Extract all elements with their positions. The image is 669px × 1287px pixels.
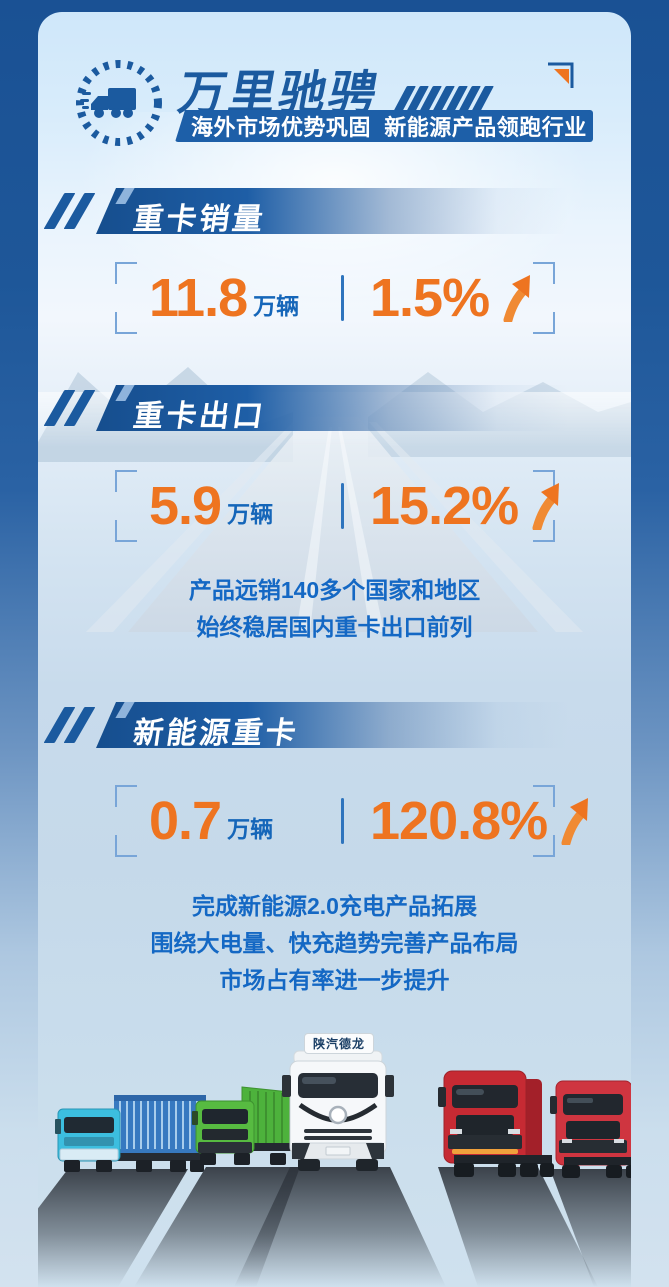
frame-corner	[115, 785, 137, 807]
double-slash-icon	[43, 707, 96, 743]
section-title: 重卡销量	[131, 203, 268, 236]
section-title: 重卡出口	[131, 400, 268, 433]
frame-corner	[115, 312, 137, 334]
highway-road	[128, 417, 538, 632]
export-desc-line-1: 产品远销140多个国家和地区	[188, 577, 481, 603]
trend-up-arrow-icon	[561, 798, 589, 845]
frame-corner	[115, 262, 137, 284]
frame-corner	[533, 262, 555, 284]
section-title: 新能源重卡	[131, 717, 301, 750]
section-export-header: 重卡出口	[38, 385, 631, 431]
cyan-stake-truck	[55, 1095, 206, 1172]
guardrail-right	[369, 422, 583, 632]
red-tractor-truck-2	[550, 1080, 631, 1178]
stat-value: 11.8	[149, 268, 248, 328]
stat-unit: 万辆	[227, 816, 274, 842]
section-title-banner: 重卡出口	[96, 385, 568, 431]
nev-stat-frame: 0.7 万辆 120.8%	[115, 785, 589, 857]
frame-corner	[533, 312, 555, 334]
stat-divider	[341, 798, 344, 844]
corner-arrow-icon	[548, 62, 574, 88]
export-desc-line-2: 始终稳居国内重卡出口前列	[196, 614, 473, 640]
lane-line	[296, 427, 332, 632]
frame-corner	[115, 470, 137, 492]
section-title-banner: 重卡销量	[96, 188, 568, 234]
section-title-banner: 新能源重卡	[96, 702, 568, 748]
poster-card: 万里驰骋 海外市场优势巩固 新能源产品领跑行业 重卡销量	[38, 12, 631, 1287]
truck-roof-sign: 陕汽德龙	[304, 1033, 374, 1054]
section-nev-header: 新能源重卡	[38, 702, 631, 748]
frame-corner	[533, 835, 555, 857]
stat-unit: 万辆	[253, 293, 300, 319]
speed-stripes-icon	[393, 86, 494, 112]
stat-percent: 15.2%	[370, 476, 519, 536]
nev-desc-line-2: 围绕大电量、快充趋势完善产品布局	[150, 930, 519, 956]
nev-desc-line-1: 完成新能源2.0充电产品拓展	[192, 893, 477, 919]
guardrail-left	[86, 422, 300, 632]
white-flagship-truck	[282, 1050, 394, 1171]
red-tractor-truck-1	[438, 1070, 554, 1177]
frame-corner	[533, 520, 555, 542]
stat-percent: 1.5%	[370, 268, 490, 328]
poster-content: 万里驰骋 海外市场优势巩固 新能源产品领跑行业 重卡销量	[38, 12, 631, 1287]
stat-divider	[341, 483, 344, 529]
stat-value: 5.9	[149, 476, 222, 536]
nev-desc-line-3: 市场占有率进一步提升	[219, 967, 450, 993]
road-shadows	[38, 1167, 631, 1287]
frame-corner	[115, 835, 137, 857]
export-stat-frame: 5.9 万辆 15.2%	[115, 470, 560, 542]
subtitle-banner: 海外市场优势巩固 新能源产品领跑行业	[175, 110, 593, 142]
trend-up-arrow-icon	[532, 483, 560, 530]
lane-line	[338, 427, 384, 632]
frame-corner	[115, 520, 137, 542]
double-slash-icon	[43, 390, 96, 426]
frame-corner	[533, 785, 555, 807]
stat-unit: 万辆	[227, 501, 274, 527]
nev-description: 完成新能源2.0充电产品拓展 围绕大电量、快充趋势完善产品布局 市场占有率进一步…	[38, 888, 631, 999]
sales-stat-frame: 11.8 万辆 1.5%	[115, 262, 555, 334]
double-slash-icon	[43, 193, 96, 229]
export-description: 产品远销140多个国家和地区 始终稳居国内重卡出口前列	[38, 572, 631, 646]
truck-badge-icon	[76, 60, 162, 146]
section-sales-header: 重卡销量	[38, 188, 631, 234]
stat-divider	[341, 275, 344, 321]
subtitle-text: 海外市场优势巩固 新能源产品领跑行业	[191, 115, 587, 140]
frame-corner	[533, 470, 555, 492]
stat-percent: 120.8%	[370, 791, 548, 851]
trend-up-arrow-icon	[503, 275, 531, 322]
trucks-lineup-image	[38, 1050, 631, 1287]
stat-value: 0.7	[149, 791, 222, 851]
